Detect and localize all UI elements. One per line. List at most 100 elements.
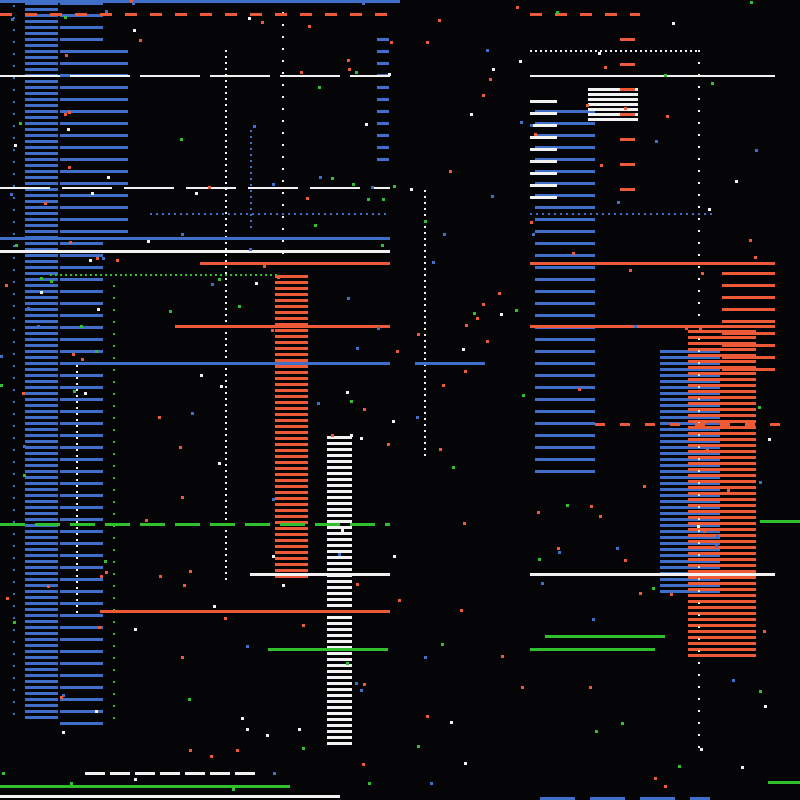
white-dot: [698, 614, 700, 616]
white-dot: [225, 302, 227, 304]
white-dot: [620, 50, 622, 52]
blue-dot: [13, 653, 15, 655]
speck: [0, 384, 3, 387]
white-dot: [225, 278, 227, 280]
speck: [392, 420, 395, 423]
white-dot: [675, 50, 677, 52]
white-stripe: [327, 706, 352, 709]
orange-stripe: [688, 354, 756, 357]
speck: [634, 325, 637, 328]
speck: [654, 777, 657, 780]
white-dot: [225, 320, 227, 322]
speck: [558, 551, 561, 554]
green-dot: [125, 274, 127, 276]
white-dot: [225, 128, 227, 130]
green-dot: [115, 274, 117, 276]
speck: [515, 309, 518, 312]
white-dot: [698, 674, 700, 676]
blue-dot: [250, 148, 252, 150]
blue-dot: [620, 213, 622, 215]
blue-dot: [180, 213, 182, 215]
speck: [462, 348, 465, 351]
white-dot: [698, 302, 700, 304]
blue-stripe: [25, 296, 58, 299]
blue-stripe: [25, 668, 58, 671]
blue-stripe: [377, 158, 389, 161]
blue-stripe: [25, 392, 58, 395]
speck: [708, 208, 711, 211]
white-dot: [225, 314, 227, 316]
blue-stripe: [25, 128, 58, 131]
blue-stripe: [377, 110, 389, 113]
white-dot: [76, 491, 78, 493]
speck: [347, 297, 350, 300]
white-dot: [225, 110, 227, 112]
white-dot: [698, 530, 700, 532]
speck: [516, 6, 519, 9]
white-dot: [225, 422, 227, 424]
orange-stripe: [620, 138, 635, 141]
white-dot: [76, 443, 78, 445]
orange-stripe: [722, 332, 775, 335]
white-dot: [424, 442, 426, 444]
white-dot: [225, 374, 227, 376]
white-line: [70, 75, 130, 77]
blue-stripe: [660, 554, 720, 557]
white-dot: [595, 50, 597, 52]
speck: [91, 192, 94, 195]
orange-stripe: [722, 272, 775, 275]
orange-stripe: [688, 396, 756, 399]
green-dot: [250, 274, 252, 276]
blue-stripe: [660, 356, 720, 359]
white-dot: [76, 605, 78, 607]
blue-dot: [210, 213, 212, 215]
blue-stripe: [103, 206, 128, 209]
blue-dot: [13, 281, 15, 283]
white-dot: [225, 230, 227, 232]
orange-stripe: [275, 347, 308, 350]
white-dot: [680, 50, 682, 52]
blue-stripe: [25, 92, 58, 95]
white-dot: [225, 206, 227, 208]
speck: [363, 408, 366, 411]
speck: [147, 240, 150, 243]
white-dot: [424, 328, 426, 330]
orange-stripe: [688, 504, 756, 507]
blue-stripe: [25, 158, 58, 161]
speck: [382, 198, 385, 201]
blue-stripe: [660, 422, 720, 425]
blue-dot: [174, 213, 176, 215]
green-dot: [100, 274, 102, 276]
blue-stripe: [660, 386, 720, 389]
speck: [306, 197, 309, 200]
blue-stripe: [60, 266, 103, 269]
blue-stripe: [25, 452, 58, 455]
orange-stripe: [688, 372, 756, 375]
blue-dot: [584, 213, 586, 215]
white-dot: [424, 262, 426, 264]
blue-stripe: [25, 260, 58, 263]
white-dot: [282, 228, 284, 230]
white-dot: [76, 377, 78, 379]
white-dot: [282, 240, 284, 242]
blue-dot: [162, 213, 164, 215]
blue-stripe: [25, 380, 58, 383]
white-dot: [76, 497, 78, 499]
blue-stripe: [25, 506, 58, 509]
blue-stripe: [60, 602, 103, 605]
blue-dot: [204, 213, 206, 215]
white-dot: [555, 50, 557, 52]
green-dot: [260, 274, 262, 276]
speck: [664, 74, 667, 77]
white-dot: [225, 452, 227, 454]
white-dot: [698, 374, 700, 376]
blue-dot: [250, 136, 252, 138]
speck: [393, 555, 396, 558]
speck: [426, 41, 429, 44]
speck: [5, 284, 8, 287]
white-dot: [225, 296, 227, 298]
blue-stripe: [60, 62, 103, 65]
blue-stripe: [535, 374, 595, 377]
speck: [532, 233, 535, 236]
blue-stripe: [60, 506, 103, 509]
